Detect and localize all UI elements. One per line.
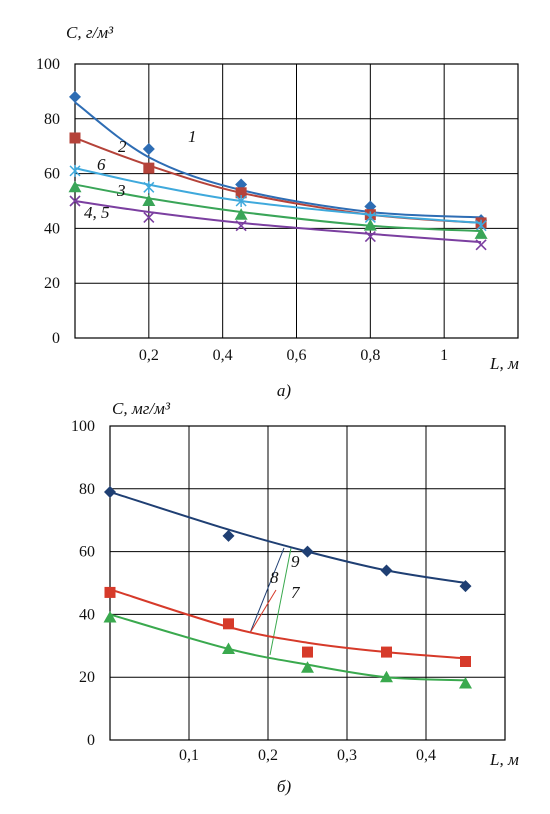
- panel-a-series-6: [69, 164, 487, 232]
- panel-b-series-8-point-3: [381, 646, 392, 658]
- panel-a-y-tick-label-5: 100: [36, 56, 60, 73]
- panel-b-series-8-point-4: [460, 656, 471, 667]
- panel-a-series-6-trend-line: [74, 167, 482, 224]
- panel-a-series-4-5-trend-line: [74, 200, 482, 244]
- panel-a-series-3-trend-line: [74, 183, 482, 233]
- panel-b-y-tick-label-4: 80: [79, 481, 95, 498]
- panel-b-leader-line-9: [249, 547, 285, 634]
- panel-a-curve-label-2: 2: [118, 137, 127, 156]
- panel-b-y-tick-label-0: 0: [87, 732, 95, 749]
- panel-b-x-tick-label-2: 0,3: [337, 747, 357, 764]
- panel-a-y-tick-label-1: 20: [44, 275, 60, 292]
- panel-a-x-tick-label-4: 1: [440, 347, 448, 364]
- panel-b-series-8-point-1: [223, 618, 234, 630]
- panel-a-y-tick-label-0: 0: [52, 330, 60, 347]
- panel-b: С, мг/м³ L, м б) 0 20 40 60 80 100 0,1 0,2 0,3 0,…: [71, 399, 519, 796]
- panel-a-series-4-5-point-2-stroke-b: [235, 220, 247, 232]
- panel-a-curve-label-4-5: 4, 5: [84, 203, 110, 222]
- panel-a-tick-labels: 0 20 40 60 80 100 0,2 0,4 0,6 0,8 1: [36, 56, 448, 364]
- panel-b-series-7-point-3: [380, 670, 393, 683]
- panel-a-series-2-point-1: [143, 162, 155, 174]
- panel-b-series-9-trend-line: [109, 490, 466, 584]
- panel-b-label: б): [277, 777, 292, 796]
- panel-a-curve-label-1: 1: [188, 127, 197, 146]
- panel-a-x-tick-label-0: 0,2: [139, 347, 159, 364]
- panel-b-plot-frame: [109, 425, 506, 741]
- panel-a-series-2-point-2: [235, 187, 247, 199]
- panel-a-series-3-point-1: [142, 194, 156, 206]
- panel-b-x-axis-label: L, м: [489, 750, 519, 769]
- panel-a-series-4-5-point-1: [143, 211, 155, 224]
- panel-b-series-8-trend-line: [109, 588, 466, 660]
- panel-a-x-tick-label-2: 0,6: [287, 347, 307, 364]
- panel-a: С, г/м³ L, м а) 0 20 40 60 80 100 0,2 0,4 0,6 0,8…: [36, 23, 519, 400]
- panel-a-series-3-point-4: [474, 227, 488, 239]
- panel-b-series-9-point-2: [301, 545, 314, 558]
- panel-b-curve-label-8: 8: [270, 568, 279, 587]
- panel-a-series-1-point-1: [142, 142, 155, 155]
- panel-b-series-9-point-4: [459, 580, 472, 593]
- panel-b-tick-labels: 0 20 40 60 80 100 0,1 0,2 0,3 0,4: [71, 418, 436, 764]
- panel-b-series-8: [104, 586, 471, 667]
- panel-b-y-axis-label: С, мг/м³: [112, 399, 171, 418]
- panel-a-y-tick-label-2: 40: [44, 220, 60, 237]
- panel-b-series-8-point-2: [302, 646, 313, 658]
- panel-b-y-tick-label-1: 20: [79, 669, 95, 686]
- panel-b-series-7-point-4: [459, 676, 472, 689]
- panel-a-series-2-point-0: [69, 132, 81, 144]
- panel-a-series-4-5-point-3-stroke-b: [364, 231, 376, 243]
- panel-a-series-3: [68, 180, 488, 239]
- panel-a-series-4-5-point-0-stroke-b: [69, 195, 81, 207]
- panel-b-series-9-point-3: [380, 564, 393, 577]
- panel-a-series-1-point-0: [69, 90, 81, 103]
- panel-a-series-3-point-2: [234, 208, 248, 220]
- panel-b-curve-label-9: 9: [291, 552, 300, 571]
- panel-b-series-9-point-1: [222, 529, 235, 542]
- panel-b-series-9: [104, 485, 472, 593]
- panel-a-series-4-5-point-2: [235, 220, 247, 232]
- panel-b-series-7-point-2: [301, 661, 314, 673]
- panel-a-curve-label-3: 3: [116, 181, 126, 200]
- panel-b-series-9-point-0: [104, 485, 116, 498]
- panel-a-y-axis-label: С, г/м³: [66, 23, 114, 42]
- panel-a-y-tick-label-4: 80: [44, 111, 60, 128]
- panel-b-series-7-trend-line: [109, 613, 466, 682]
- panel-a-series-6-point-2: [235, 195, 247, 207]
- panel-b-series-8-point-0: [104, 586, 116, 598]
- panel-b-curve-label-7: 7: [291, 583, 301, 602]
- panel-a-series-4-5-point-4-stroke-b: [475, 239, 487, 251]
- panel-a-series-6-point-0: [69, 164, 81, 177]
- panel-a-series-4-5-point-1-stroke-b: [143, 211, 155, 224]
- panel-b-leader-line-8: [249, 589, 277, 634]
- panel-b-y-tick-label-5: 100: [71, 418, 95, 435]
- panel-b-x-tick-label-3: 0,4: [416, 747, 436, 764]
- panel-b-grid: [109, 425, 506, 741]
- panel-a-x-tick-label-3: 0,8: [360, 347, 380, 364]
- panel-a-curve-label-6: 6: [97, 155, 106, 174]
- panel-a-series-4-5: [69, 195, 487, 251]
- panel-a-y-tick-label-3: 60: [44, 166, 60, 183]
- panel-a-x-axis-label: L, м: [489, 354, 519, 373]
- panel-b-x-tick-label-1: 0,2: [258, 747, 278, 764]
- panel-a-series-6-point-1: [143, 181, 155, 194]
- panel-b-x-tick-label-0: 0,1: [179, 747, 199, 764]
- panel-a-x-tick-label-1: 0,4: [213, 347, 233, 364]
- panel-b-series-7-point-1: [222, 642, 235, 654]
- panel-a-series-4-5-point-4: [475, 239, 487, 251]
- panel-a-series-4-5-point-0: [69, 195, 81, 207]
- panel-b-series-7: [103, 611, 472, 689]
- panel-a-label: а): [277, 381, 292, 400]
- panel-a-series-3-point-0: [68, 180, 82, 193]
- panel-b-series-7-point-0: [103, 611, 117, 623]
- panel-b-y-tick-label-3: 60: [79, 544, 95, 561]
- panel-a-series-4-5-point-3: [364, 231, 376, 243]
- panel-a-series-3-point-3: [363, 219, 377, 231]
- panel-b-y-tick-label-2: 40: [79, 606, 95, 623]
